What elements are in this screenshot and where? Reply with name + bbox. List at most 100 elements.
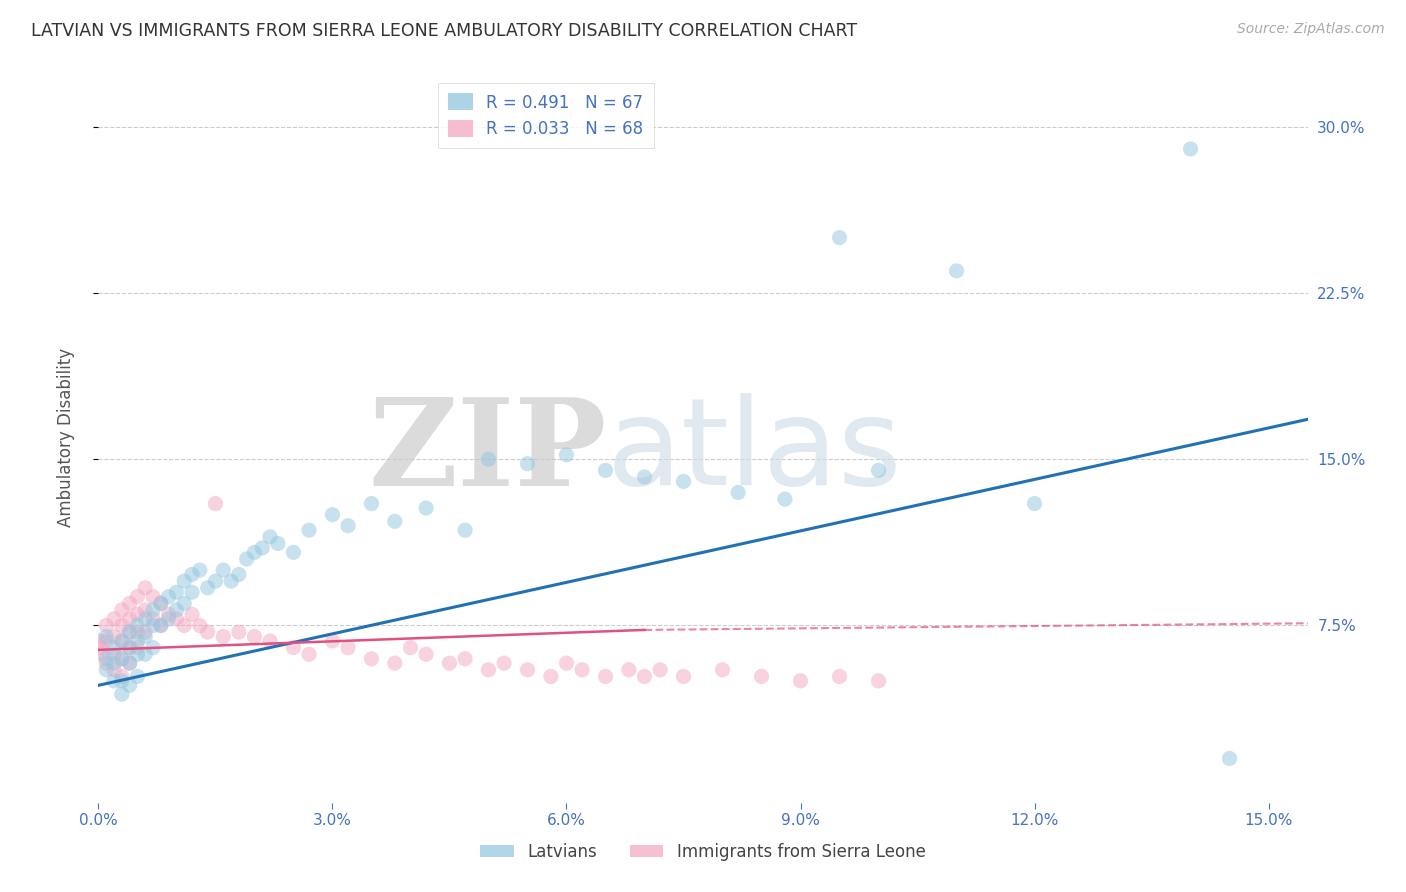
Point	[96, 630, 118, 644]
Point	[360, 497, 382, 511]
Point	[337, 640, 360, 655]
Point	[134, 612, 156, 626]
Point	[571, 663, 593, 677]
Text: atlas: atlas	[606, 393, 901, 510]
Point	[283, 640, 305, 655]
Point	[648, 663, 671, 677]
Point	[516, 457, 538, 471]
Point	[127, 669, 149, 683]
Point	[181, 567, 204, 582]
Point	[96, 663, 118, 677]
Point	[103, 656, 125, 670]
Point	[384, 656, 406, 670]
Point	[197, 625, 219, 640]
Point	[173, 618, 195, 632]
Point	[134, 625, 156, 640]
Point	[127, 618, 149, 632]
Point	[321, 508, 343, 522]
Point	[228, 567, 250, 582]
Point	[111, 634, 134, 648]
Point	[633, 669, 655, 683]
Point	[127, 648, 149, 662]
Point	[90, 640, 112, 655]
Point	[283, 545, 305, 559]
Point	[149, 596, 172, 610]
Point	[204, 574, 226, 589]
Point	[212, 563, 235, 577]
Point	[454, 651, 477, 665]
Point	[142, 640, 165, 655]
Point	[399, 640, 422, 655]
Point	[149, 596, 172, 610]
Point	[118, 640, 141, 655]
Point	[157, 612, 180, 626]
Point	[494, 656, 516, 670]
Point	[259, 634, 281, 648]
Point	[103, 673, 125, 688]
Point	[181, 585, 204, 599]
Point	[157, 590, 180, 604]
Point	[868, 673, 890, 688]
Point	[111, 634, 134, 648]
Point	[595, 463, 617, 477]
Point	[118, 596, 141, 610]
Point	[595, 669, 617, 683]
Point	[540, 669, 562, 683]
Point	[945, 264, 967, 278]
Point	[298, 523, 321, 537]
Point	[868, 463, 890, 477]
Point	[118, 678, 141, 692]
Point	[267, 536, 290, 550]
Point	[103, 612, 125, 626]
Point	[773, 492, 796, 507]
Point	[672, 669, 695, 683]
Point	[173, 596, 195, 610]
Point	[243, 545, 266, 559]
Point	[828, 230, 851, 244]
Point	[298, 648, 321, 662]
Point	[142, 618, 165, 632]
Point	[1219, 751, 1241, 765]
Point	[91, 648, 114, 662]
Point	[188, 563, 211, 577]
Text: LATVIAN VS IMMIGRANTS FROM SIERRA LEONE AMBULATORY DISABILITY CORRELATION CHART: LATVIAN VS IMMIGRANTS FROM SIERRA LEONE …	[31, 22, 858, 40]
Point	[672, 475, 695, 489]
Point	[142, 590, 165, 604]
Point	[165, 612, 187, 626]
Point	[149, 618, 172, 632]
Point	[828, 669, 851, 683]
Point	[103, 663, 125, 677]
Point	[439, 656, 461, 670]
Point	[212, 630, 235, 644]
Point	[96, 634, 118, 648]
Point	[1024, 497, 1046, 511]
Point	[727, 485, 749, 500]
Y-axis label: Ambulatory Disability: Ambulatory Disability	[56, 348, 75, 526]
Point	[118, 625, 141, 640]
Text: Source: ZipAtlas.com: Source: ZipAtlas.com	[1237, 22, 1385, 37]
Point	[96, 656, 118, 670]
Point	[127, 634, 149, 648]
Point	[127, 590, 149, 604]
Legend: Latvians, Immigrants from Sierra Leone: Latvians, Immigrants from Sierra Leone	[474, 837, 932, 868]
Point	[142, 612, 165, 626]
Point	[243, 630, 266, 644]
Point	[118, 656, 141, 670]
Point	[165, 585, 187, 599]
Point	[118, 625, 141, 640]
Point	[415, 501, 437, 516]
Point	[197, 581, 219, 595]
Point	[555, 656, 578, 670]
Point	[477, 663, 499, 677]
Point	[134, 648, 156, 662]
Point	[235, 552, 257, 566]
Point	[118, 656, 141, 670]
Point	[111, 651, 134, 665]
Point	[134, 630, 156, 644]
Point	[555, 448, 578, 462]
Point	[127, 640, 149, 655]
Point	[337, 518, 360, 533]
Point	[103, 630, 125, 644]
Point	[259, 530, 281, 544]
Point	[204, 497, 226, 511]
